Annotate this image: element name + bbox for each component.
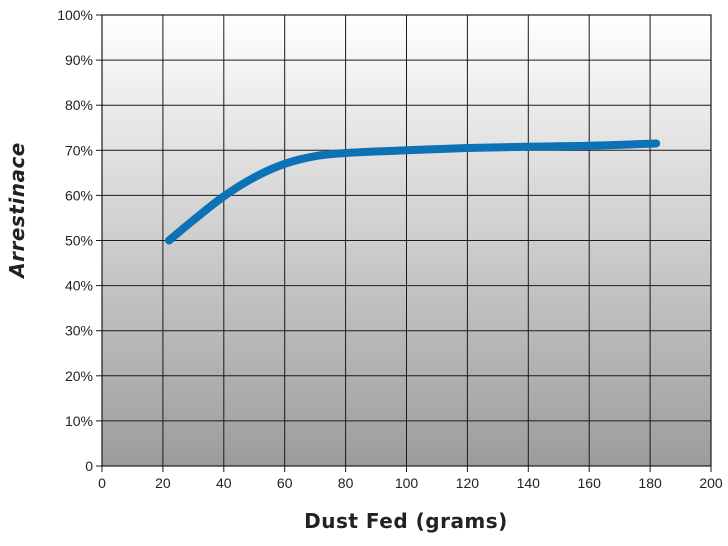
- y-tick-label: 0: [85, 458, 93, 474]
- x-tick-label: 0: [98, 475, 106, 491]
- y-tick-label: 60%: [65, 187, 93, 203]
- x-tick-label: 160: [578, 475, 602, 491]
- x-tick-label: 100: [395, 475, 419, 491]
- x-axis-tick-labels: 0 20 40 60 80 100 120 140 160 180 200: [98, 475, 723, 491]
- y-tick-label: 50%: [65, 233, 93, 249]
- y-axis-title: Arrestinace: [5, 142, 29, 280]
- y-tick-label: 30%: [65, 323, 93, 339]
- x-tick-label: 200: [699, 475, 723, 491]
- x-tick-label: 140: [517, 475, 541, 491]
- y-tick-label: 10%: [65, 413, 93, 429]
- x-tick-label: 120: [456, 475, 480, 491]
- x-tick-label: 40: [216, 475, 232, 491]
- x-tick-label: 80: [338, 475, 354, 491]
- series-line: [164, 139, 661, 245]
- x-tick-label: 180: [638, 475, 662, 491]
- series: [164, 139, 661, 245]
- y-tick-label: 80%: [65, 97, 93, 113]
- y-tick-label: 20%: [65, 368, 93, 384]
- y-tick-label: 90%: [65, 52, 93, 68]
- y-axis-tick-labels: 0 10% 20% 30% 40% 50% 60% 70% 80% 90% 100%: [57, 7, 93, 474]
- y-tick-label: 100%: [57, 7, 93, 23]
- x-tick-label: 60: [277, 475, 293, 491]
- axis-ticks: [96, 14, 712, 472]
- y-tick-label: 70%: [65, 142, 93, 158]
- x-tick-label: 20: [155, 475, 171, 491]
- x-axis-title: Dust Fed (grams): [304, 509, 508, 533]
- y-tick-label: 40%: [65, 278, 93, 294]
